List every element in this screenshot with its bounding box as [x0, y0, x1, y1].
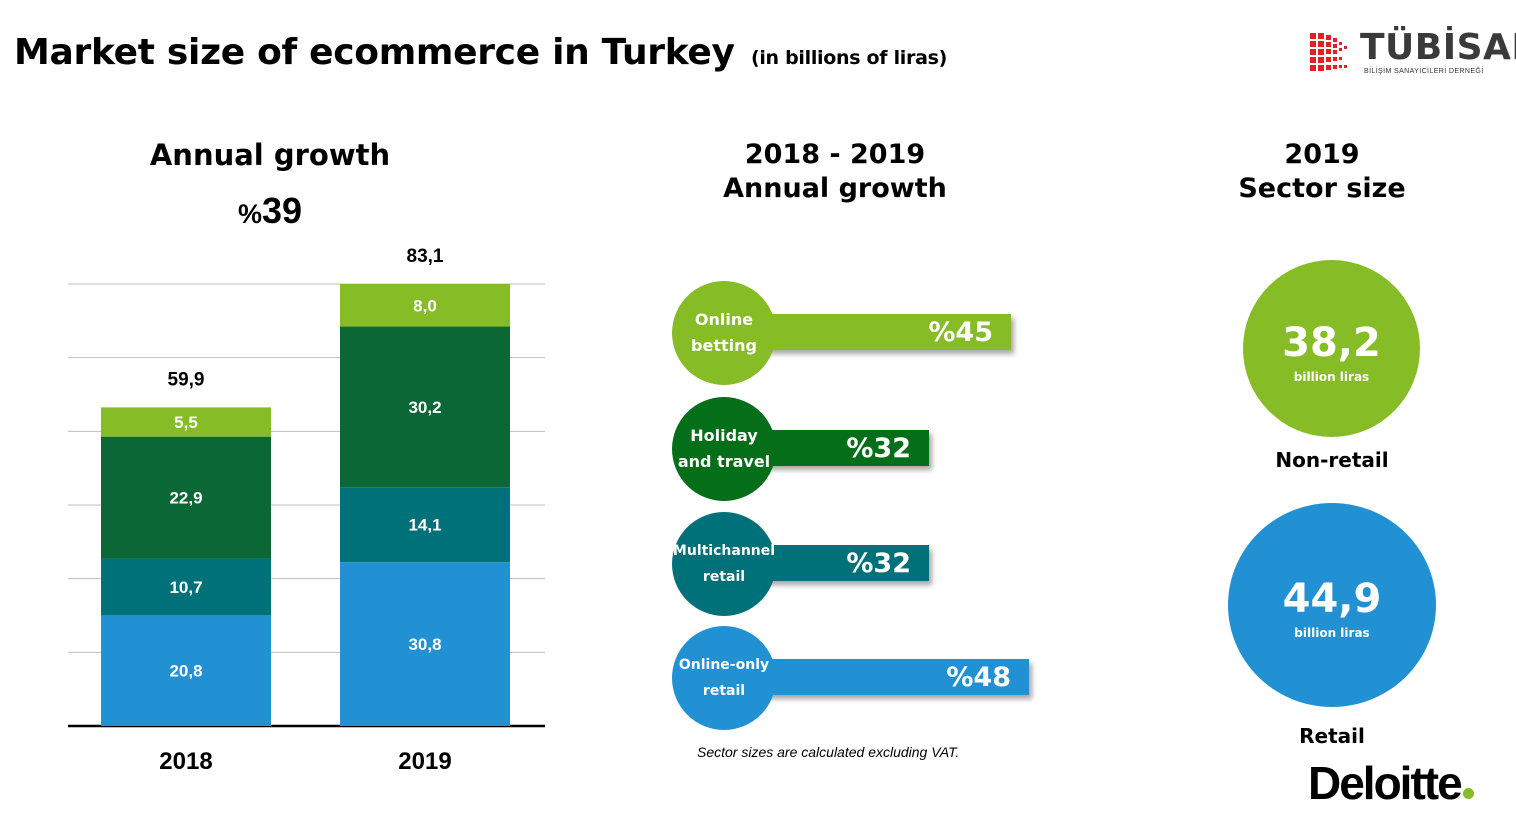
growth-title-line2: Annual growth — [723, 173, 947, 204]
segment-label: 30,2 — [408, 398, 441, 417]
retail-circle: 44,9 billion liras — [1228, 503, 1436, 707]
tubisad-subtitle: BİLİŞİM SANAYİCİLERİ DERNEĞİ — [1364, 68, 1484, 75]
category-line1: Online — [694, 310, 754, 329]
bar-segment — [101, 407, 271, 437]
non-retail-label: Non-retail — [1275, 448, 1389, 472]
annual-growth-title: Annual growth — [149, 138, 391, 172]
category-line2: betting — [691, 336, 757, 355]
category-line2: retail — [702, 683, 746, 699]
bar-segment — [340, 326, 510, 488]
growth-bar: %48 — [732, 659, 1029, 695]
growth-bar-value: %48 — [946, 662, 1011, 693]
deloitte-dot-icon — [1462, 788, 1474, 799]
growth-category-circle: Holiday and travel — [672, 397, 776, 501]
growth-category-circle: Online-only retail — [672, 626, 776, 730]
title-text: Market size of ecommerce in Turkey — [14, 32, 735, 73]
page-title: Market size of ecommerce in Turkey (in b… — [14, 32, 947, 73]
growth-by-sector-title: 2018 - 2019 Annual growth — [660, 138, 1010, 206]
non-retail-unit: billion liras — [1293, 370, 1370, 384]
tubisad-name: TÜBİSAD — [1360, 27, 1516, 68]
growth-number: 39 — [261, 190, 303, 231]
title-unit: (in billions of liras) — [750, 47, 947, 69]
growth-category-circle: Online betting — [672, 281, 776, 385]
segment-label: 30,8 — [408, 635, 441, 654]
growth-title-line1: 2018 - 2019 — [744, 139, 926, 170]
segment-label: 14,1 — [408, 516, 441, 535]
category-line1: Holiday — [690, 426, 758, 445]
non-retail-value: 38,2 — [1282, 320, 1381, 366]
bar-segment — [340, 487, 510, 563]
growth-percent-sign: % — [237, 199, 262, 229]
tubisad-mark-icon — [1310, 33, 1347, 71]
vat-footnote: Sector sizes are calculated excluding VA… — [697, 744, 960, 760]
segment-label: 8,0 — [413, 296, 437, 315]
bar-segments — [101, 284, 510, 726]
category-line2: retail — [702, 569, 746, 585]
total-label: 83,1 — [407, 246, 444, 267]
bar-labels: 20,8 10,7 22,9 5,5 59,9 2018 30,8 14,1 30,2 8,0 83… — [159, 246, 451, 775]
segment-label: 22,9 — [169, 489, 202, 508]
total-label: 59,9 — [168, 369, 205, 390]
category-line2: and travel — [677, 452, 771, 471]
category-line1: Multichannel — [672, 543, 776, 559]
bar-segment — [340, 284, 510, 327]
deloitte-wordmark: Deloitte — [1308, 757, 1463, 809]
growth-bar-value: %32 — [846, 548, 911, 579]
stacked-bar-chart: 20,8 10,7 22,9 5,5 59,9 2018 30,8 14,1 30,2 8,0 83… — [68, 246, 545, 775]
segment-label: 5,5 — [174, 413, 198, 432]
tubisad-logo: TÜBİSAD BİLİŞİM SANAYİCİLERİ DERNEĞİ — [1308, 28, 1516, 78]
category-line1: Online-only — [678, 657, 770, 673]
sector-title-line1: 2019 — [1284, 139, 1360, 170]
retail-value: 44,9 — [1282, 576, 1382, 622]
sector-size-title: 2019 Sector size — [1200, 138, 1444, 206]
sector-title-line2: Sector size — [1238, 173, 1406, 204]
bar-segment — [340, 562, 510, 726]
growth-bar-value: %45 — [928, 317, 993, 348]
deloitte-logo: Deloitte — [1308, 756, 1474, 810]
retail-label: Retail — [1299, 724, 1365, 748]
growth-category-circle: Multichannel retail — [672, 512, 776, 616]
segment-label: 20,8 — [169, 662, 202, 681]
bar-segment — [101, 558, 271, 616]
annual-growth-value: %39 — [190, 190, 350, 232]
growth-bar-value: %32 — [846, 433, 911, 464]
retail-unit: billion liras — [1294, 626, 1370, 640]
x-tick-label: 2018 — [159, 748, 212, 775]
segment-label: 10,7 — [169, 578, 202, 597]
non-retail-circle: 38,2 billion liras — [1243, 260, 1420, 437]
growth-bar: %45 — [732, 314, 1011, 350]
bar-segment — [101, 615, 271, 726]
bar-segment — [101, 436, 271, 559]
x-tick-label: 2019 — [398, 748, 451, 775]
